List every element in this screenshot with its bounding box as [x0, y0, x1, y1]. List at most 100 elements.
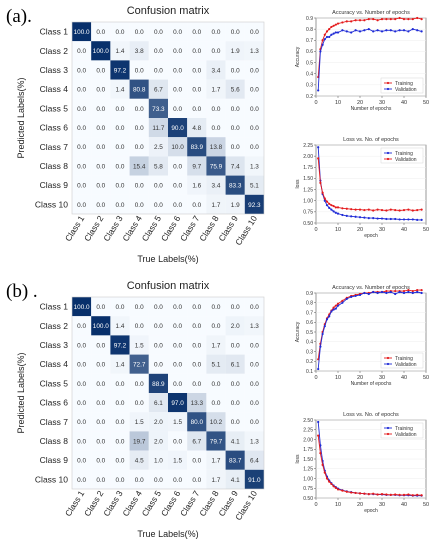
- cell-value-label: 0.0: [77, 438, 86, 445]
- data-point: [323, 199, 326, 202]
- data-point: [323, 471, 326, 474]
- data-point: [330, 25, 333, 29]
- data-point: [363, 29, 366, 32]
- x-tick-label: 20: [357, 100, 363, 106]
- data-point: [336, 212, 340, 215]
- heatmap-cell: [206, 156, 226, 176]
- heatmap-cell: [187, 118, 207, 138]
- cell-value-label: 0.0: [116, 144, 125, 151]
- y-tick-label: Class 9: [40, 455, 69, 465]
- cell-value-label: 0.0: [135, 29, 144, 36]
- cell-value-label: 4.8: [192, 125, 201, 132]
- heatmap-cell: [72, 60, 92, 80]
- y-tick-label: 0.50: [303, 496, 313, 502]
- y-tick-label: 0.50: [303, 221, 313, 227]
- heatmap-cell: [187, 469, 207, 489]
- data-point: [398, 16, 401, 20]
- cell-value-label: 0.0: [231, 419, 240, 426]
- data-point: [376, 19, 379, 22]
- heatmap-cell: [110, 156, 130, 176]
- y-tick-label: Class 2: [40, 46, 69, 56]
- legend-label: Validation: [395, 157, 417, 163]
- cell-value-label: 83.7: [229, 458, 242, 465]
- y-axis-label: Accuracy: [295, 321, 301, 342]
- y-tick-label: 2.00: [303, 154, 313, 160]
- cell-value-label: 0.0: [231, 304, 240, 311]
- cell-value-label: 0.0: [212, 304, 221, 311]
- data-point: [358, 208, 362, 211]
- x-tick-label: 40: [401, 375, 407, 381]
- heatmap-cell: [168, 316, 188, 336]
- data-point: [407, 218, 410, 221]
- data-point: [394, 208, 397, 212]
- data-point: [411, 209, 414, 212]
- heatmap-cell: [187, 412, 207, 432]
- line-chart: Accuracy vs. Number of epochs 0.2 0.3 0.4 0.…: [295, 10, 429, 112]
- heatmap-cell: [244, 412, 264, 432]
- data-point: [334, 31, 337, 34]
- cell-value-label: 0.0: [135, 323, 144, 330]
- heatmap-cell: [187, 137, 207, 157]
- cell-value-label: 0.0: [250, 87, 259, 94]
- heatmap-cell: [206, 79, 226, 99]
- x-axis-label: epoch: [364, 508, 378, 514]
- y-tick-label: Class 5: [40, 103, 69, 113]
- cell-value-label: 0.0: [192, 48, 201, 55]
- heatmap-cell: [206, 118, 226, 138]
- heatmap-cell: [187, 98, 207, 118]
- data-point: [385, 493, 388, 496]
- cell-value-label: 0.0: [154, 323, 163, 330]
- heatmap-cell: [129, 431, 149, 451]
- heatmap-cell: [225, 175, 245, 195]
- data-point: [321, 332, 324, 336]
- cell-value-label: 1.3: [250, 323, 259, 330]
- cell-value-label: 91.0: [248, 477, 261, 484]
- heatmap-cell: [168, 137, 188, 157]
- heatmap-cell: [244, 373, 264, 393]
- cell-value-label: 0.0: [96, 87, 105, 94]
- data-point: [398, 218, 401, 221]
- x-tick-label: 50: [423, 100, 429, 106]
- cell-value-label: 0.0: [77, 67, 86, 74]
- heatmap-cell: [187, 60, 207, 80]
- heatmap-cell: [244, 137, 264, 157]
- data-point: [420, 30, 423, 33]
- legend-label: Validation: [395, 362, 417, 368]
- heatmap-cell: [91, 412, 111, 432]
- data-point: [363, 19, 366, 22]
- heatmap-cell: [91, 60, 111, 80]
- heatmap-cell: [110, 316, 130, 336]
- data-point: [363, 208, 366, 212]
- x-tick-label: 30: [379, 227, 385, 233]
- cell-value-label: 0.0: [96, 342, 105, 349]
- y-tick-label: 0.2: [306, 94, 313, 100]
- cell-value-label: 0.0: [192, 202, 201, 209]
- heatmap-cell: [225, 450, 245, 470]
- data-point: [420, 494, 423, 497]
- heatmap-cell: [148, 450, 168, 470]
- cell-value-label: 1.5: [173, 458, 182, 465]
- y-tick-label: 1.25: [303, 187, 313, 193]
- cell-value-label: 0.0: [96, 144, 105, 151]
- y-tick-label: 0.6: [306, 320, 313, 326]
- heatmap-cell: [206, 469, 226, 489]
- cell-value-label: 2.0: [154, 419, 163, 426]
- heatmap-cell: [206, 60, 226, 80]
- legend-marker: [386, 362, 390, 366]
- data-point: [323, 197, 326, 200]
- data-point: [358, 293, 362, 297]
- cell-value-label: 0.0: [96, 381, 105, 388]
- heatmap-cell: [168, 175, 188, 195]
- y-tick-label: 1.00: [303, 476, 313, 482]
- data-point: [336, 22, 340, 25]
- cell-value-label: 0.0: [77, 419, 86, 426]
- data-point: [345, 20, 348, 23]
- cell-value-label: 0.0: [154, 202, 163, 209]
- cell-value-label: 0.0: [116, 477, 125, 484]
- y-tick-label: Class 3: [40, 65, 69, 75]
- cell-value-label: 0.0: [173, 183, 182, 190]
- heatmap-cell: [206, 431, 226, 451]
- cell-value-label: 0.0: [77, 163, 86, 170]
- cell-value-label: 100.0: [93, 48, 109, 55]
- cell-value-label: 83.9: [191, 144, 204, 151]
